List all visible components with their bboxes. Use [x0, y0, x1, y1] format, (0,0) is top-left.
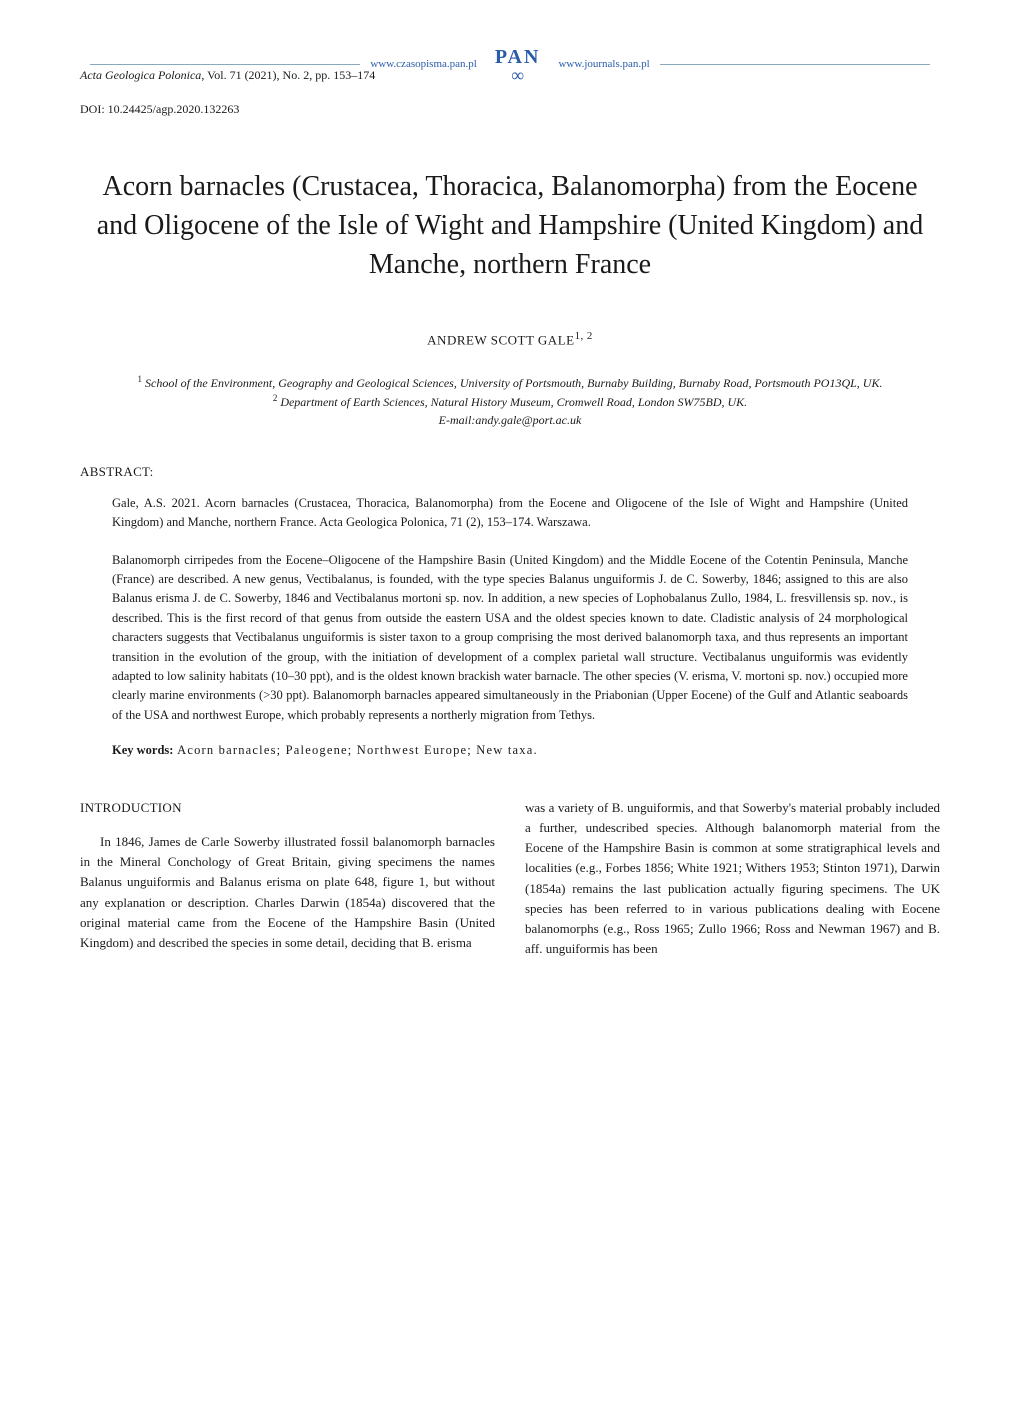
doi-value: 10.24425/agp.2020.132263	[108, 102, 240, 116]
author-email: E-mail:andy.gale@port.ac.uk	[439, 413, 582, 427]
header-urls-group: www.czasopisma.pan.pl PAN ∞ www.journals…	[370, 46, 649, 82]
affil2-text: Department of Earth Sciences, Natural Hi…	[277, 395, 747, 409]
two-column-body: INTRODUCTION In 1846, James de Carle Sow…	[80, 798, 940, 959]
keywords-values: Acorn barnacles; Paleogene; Northwest Eu…	[173, 743, 537, 757]
keywords-label: Key words:	[112, 743, 173, 757]
header-bar: Acta Geologica Polonica, Vol. 71 (2021),…	[80, 40, 940, 88]
intro-paragraph-right: was a variety of B. unguiformis, and tha…	[525, 798, 940, 959]
infinity-icon: ∞	[511, 69, 524, 82]
intro-paragraph-left: In 1846, James de Carle Sowerby illustra…	[80, 832, 495, 953]
right-url: www.journals.pan.pl	[558, 58, 649, 70]
paper-title: Acorn barnacles (Crustacea, Thoracica, B…	[80, 167, 940, 285]
doi-line: DOI: 10.24425/agp.2020.132263	[80, 102, 940, 117]
author-line: ANDREW SCOTT GALE1, 2	[80, 330, 940, 348]
abstract-body: Balanomorph cirripedes from the Eocene–O…	[112, 551, 908, 725]
affil1-text: School of the Environment, Geography and…	[142, 376, 882, 390]
journal-name: Acta Geologica Polonica	[80, 68, 201, 82]
author-sup: 1, 2	[575, 330, 593, 342]
right-column: was a variety of B. unguiformis, and tha…	[525, 798, 940, 959]
citation-block: Gale, A.S. 2021. Acorn barnacles (Crusta…	[112, 494, 908, 533]
pan-logo: PAN ∞	[495, 46, 541, 82]
keywords-line: Key words: Acorn barnacles; Paleogene; N…	[112, 743, 908, 758]
journal-citation: Acta Geologica Polonica, Vol. 71 (2021),…	[80, 68, 375, 83]
abstract-heading: ABSTRACT:	[80, 464, 940, 480]
affiliations-block: 1 School of the Environment, Geography a…	[80, 373, 940, 429]
author-name: ANDREW SCOTT GALE	[427, 332, 574, 347]
journal-vol-value: Vol. 71 (2021), No. 2, pp. 153–174	[207, 68, 375, 82]
left-url: www.czasopisma.pan.pl	[370, 58, 477, 70]
intro-heading: INTRODUCTION	[80, 798, 495, 818]
doi-label: DOI:	[80, 102, 105, 116]
left-column: INTRODUCTION In 1846, James de Carle Sow…	[80, 798, 495, 959]
